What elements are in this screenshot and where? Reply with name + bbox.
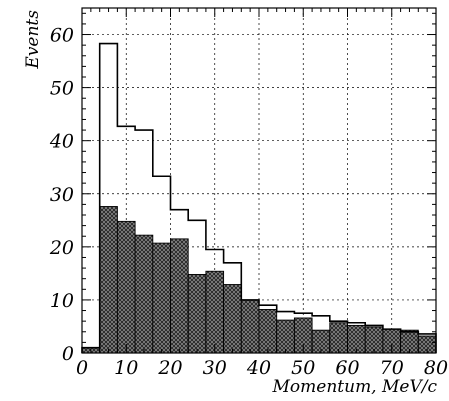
x-axis-title: Momentum, MeV/c — [272, 377, 438, 397]
grid-lines — [82, 8, 436, 353]
hatched-bar — [240, 299, 260, 354]
hatched-bar — [258, 309, 278, 354]
filled-histogram — [81, 206, 437, 354]
y-tick-label: 40 — [49, 131, 74, 153]
hatched-bar — [99, 206, 118, 354]
x-tick-label: 80 — [424, 357, 448, 379]
hatched-bar — [134, 234, 154, 354]
hatched-bar — [329, 322, 348, 354]
hatched-bar — [152, 242, 171, 354]
x-tick-label: 50 — [291, 357, 315, 379]
x-tick-label: 10 — [114, 357, 138, 379]
outline-series-line — [81, 42, 437, 353]
y-axis-title: Events — [23, 10, 43, 70]
hatched-bar — [276, 319, 295, 354]
y-tick-label: 10 — [50, 290, 74, 312]
y-tick-label: 30 — [50, 184, 74, 206]
hatched-bar — [347, 324, 366, 354]
x-tick-label: 60 — [335, 357, 359, 379]
outline-histogram — [81, 42, 437, 353]
x-tick-labels: 0 10 20 30 40 50 60 70 80 — [76, 357, 448, 379]
hatched-bar — [187, 273, 207, 354]
x-tick-label: 0 — [76, 357, 88, 379]
y-tick-label: 60 — [50, 25, 74, 47]
y-tick-label: 20 — [49, 237, 74, 259]
x-tick-label: 40 — [246, 357, 271, 379]
x-tick-label: 30 — [203, 357, 227, 379]
hatched-bar — [205, 270, 225, 354]
hatched-bar — [223, 284, 242, 354]
x-tick-label: 20 — [157, 357, 182, 379]
y-tick-label: 0 — [62, 343, 74, 365]
hatched-bar — [170, 238, 189, 354]
y-tick-label: 50 — [50, 78, 74, 100]
hatched-bar — [116, 220, 136, 354]
x-tick-label: 70 — [380, 357, 404, 379]
axis-ticks — [81, 8, 437, 354]
y-tick-labels: 0 10 20 30 40 50 60 — [49, 25, 74, 365]
